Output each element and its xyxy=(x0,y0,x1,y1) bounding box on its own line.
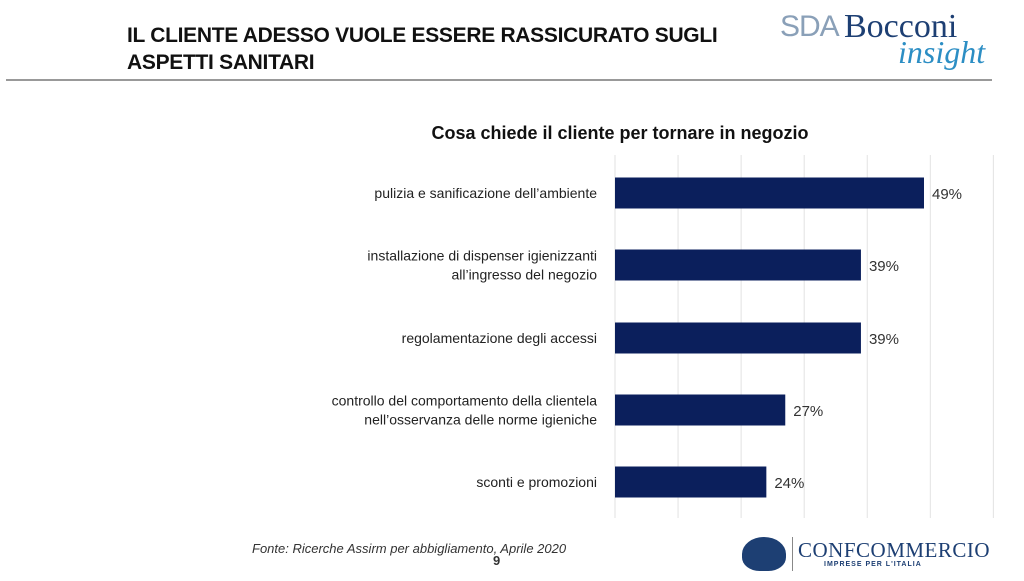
data-label: 49% xyxy=(932,186,962,203)
page-number: 9 xyxy=(493,553,501,568)
category-label: installazione di dispenser igienizzanti xyxy=(367,248,597,264)
bar xyxy=(615,322,861,354)
slide-title: IL CLIENTE ADESSO VUOLE ESSERE RASSICURA… xyxy=(127,22,718,76)
category-label: nell’osservanza delle norme igieniche xyxy=(364,412,597,428)
sda-bocconi-logo: SDA Bocconi insight xyxy=(780,8,986,70)
bar xyxy=(615,394,786,426)
data-label: 24% xyxy=(774,475,804,492)
bar xyxy=(615,249,861,281)
title-divider xyxy=(6,79,992,81)
data-label: 39% xyxy=(869,258,899,275)
confcommercio-logo: CONFCOMMERCIO IMPRESE PER L'ITALIA xyxy=(742,535,1002,575)
category-label: pulizia e sanificazione dell’ambiente xyxy=(374,185,597,201)
eagle-emblem-icon xyxy=(742,537,786,571)
source-note: Fonte: Ricerche Assirm per abbigliamento… xyxy=(252,541,567,556)
chart-title: Cosa chiede il cliente per tornare in ne… xyxy=(431,123,808,143)
category-label: regolamentazione degli accessi xyxy=(402,330,597,346)
category-label: all’ingresso del negozio xyxy=(451,267,597,283)
category-label: controllo del comportamento della client… xyxy=(332,393,598,409)
bar xyxy=(615,466,767,498)
title-line-1: IL CLIENTE ADESSO VUOLE ESSERE RASSICURA… xyxy=(127,24,718,47)
data-label: 27% xyxy=(793,403,823,420)
category-label: sconti e promozioni xyxy=(476,474,597,490)
title-line-2: ASPETTI SANITARI xyxy=(127,51,315,74)
data-label: 39% xyxy=(869,331,899,348)
bar xyxy=(615,177,924,209)
